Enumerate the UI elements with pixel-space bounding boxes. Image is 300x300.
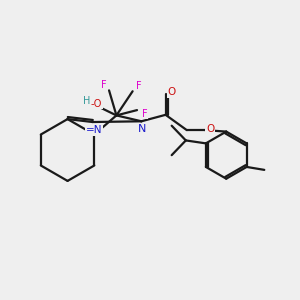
Text: O: O (206, 124, 214, 134)
Text: O: O (167, 87, 175, 97)
Text: F: F (142, 109, 147, 118)
Text: -O: -O (91, 99, 102, 109)
Text: F: F (101, 80, 106, 90)
Text: =N: =N (86, 125, 102, 135)
Text: H: H (83, 96, 91, 106)
Text: N: N (138, 124, 146, 134)
Text: F: F (136, 81, 141, 91)
